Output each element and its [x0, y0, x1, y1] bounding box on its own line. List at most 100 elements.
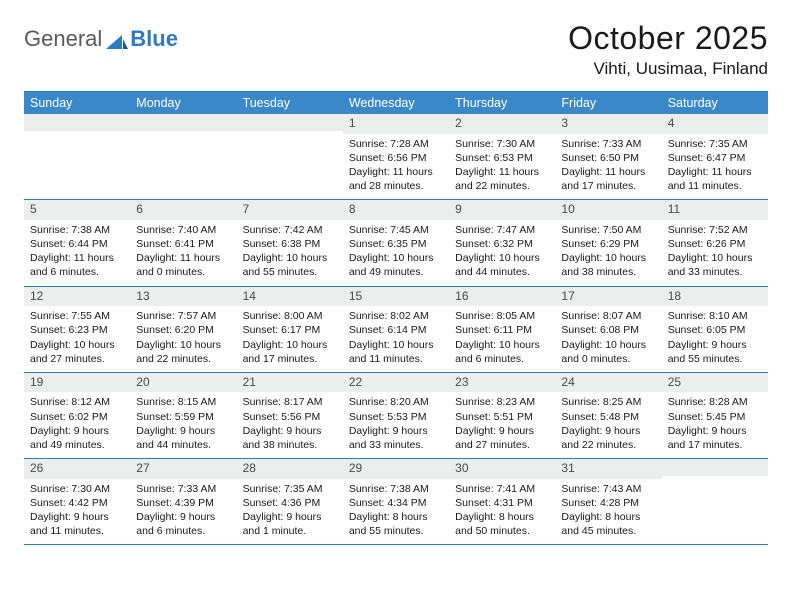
day-cell: 13Sunrise: 7:57 AMSunset: 6:20 PMDayligh…	[130, 287, 236, 372]
day-info: Sunrise: 7:33 AMSunset: 6:50 PMDaylight:…	[555, 134, 661, 200]
day-cell: 18Sunrise: 8:10 AMSunset: 6:05 PMDayligh…	[662, 287, 768, 372]
day-cell: 23Sunrise: 8:23 AMSunset: 5:51 PMDayligh…	[449, 373, 555, 458]
day-number: 30	[449, 459, 555, 479]
day-number: 9	[449, 200, 555, 220]
day-number: 28	[237, 459, 343, 479]
empty-cell	[130, 114, 236, 199]
day-cell: 24Sunrise: 8:25 AMSunset: 5:48 PMDayligh…	[555, 373, 661, 458]
header: General Blue October 2025 Vihti, Uusimaa…	[24, 20, 768, 79]
day-cell: 20Sunrise: 8:15 AMSunset: 5:59 PMDayligh…	[130, 373, 236, 458]
week-row: 1Sunrise: 7:28 AMSunset: 6:56 PMDaylight…	[24, 114, 768, 200]
day-number: 14	[237, 287, 343, 307]
day-cell: 3Sunrise: 7:33 AMSunset: 6:50 PMDaylight…	[555, 114, 661, 199]
day-number: 25	[662, 373, 768, 393]
day-number	[24, 114, 130, 131]
day-cell: 27Sunrise: 7:33 AMSunset: 4:39 PMDayligh…	[130, 459, 236, 544]
day-number: 12	[24, 287, 130, 307]
day-info: Sunrise: 7:52 AMSunset: 6:26 PMDaylight:…	[662, 220, 768, 286]
day-number: 26	[24, 459, 130, 479]
logo: General Blue	[24, 20, 178, 52]
day-info: Sunrise: 8:00 AMSunset: 6:17 PMDaylight:…	[237, 306, 343, 372]
day-number: 6	[130, 200, 236, 220]
day-number: 29	[343, 459, 449, 479]
day-cell: 19Sunrise: 8:12 AMSunset: 6:02 PMDayligh…	[24, 373, 130, 458]
day-number: 5	[24, 200, 130, 220]
day-info: Sunrise: 7:50 AMSunset: 6:29 PMDaylight:…	[555, 220, 661, 286]
day-number: 23	[449, 373, 555, 393]
day-info: Sunrise: 7:55 AMSunset: 6:23 PMDaylight:…	[24, 306, 130, 372]
day-number: 19	[24, 373, 130, 393]
day-number	[662, 459, 768, 476]
day-number: 17	[555, 287, 661, 307]
day-number: 3	[555, 114, 661, 134]
day-info: Sunrise: 8:05 AMSunset: 6:11 PMDaylight:…	[449, 306, 555, 372]
day-header-row: SundayMondayTuesdayWednesdayThursdayFrid…	[24, 92, 768, 114]
day-number	[130, 114, 236, 131]
day-number: 4	[662, 114, 768, 134]
day-info: Sunrise: 7:33 AMSunset: 4:39 PMDaylight:…	[130, 479, 236, 545]
day-number: 22	[343, 373, 449, 393]
day-number: 7	[237, 200, 343, 220]
day-cell: 1Sunrise: 7:28 AMSunset: 6:56 PMDaylight…	[343, 114, 449, 199]
day-cell: 28Sunrise: 7:35 AMSunset: 4:36 PMDayligh…	[237, 459, 343, 544]
day-info: Sunrise: 7:38 AMSunset: 6:44 PMDaylight:…	[24, 220, 130, 286]
day-info: Sunrise: 8:23 AMSunset: 5:51 PMDaylight:…	[449, 392, 555, 458]
logo-text-general: General	[24, 26, 102, 52]
day-cell: 6Sunrise: 7:40 AMSunset: 6:41 PMDaylight…	[130, 200, 236, 285]
day-header-saturday: Saturday	[662, 92, 768, 114]
day-cell: 10Sunrise: 7:50 AMSunset: 6:29 PMDayligh…	[555, 200, 661, 285]
day-number: 24	[555, 373, 661, 393]
day-cell: 12Sunrise: 7:55 AMSunset: 6:23 PMDayligh…	[24, 287, 130, 372]
day-number: 20	[130, 373, 236, 393]
empty-cell	[24, 114, 130, 199]
day-info: Sunrise: 8:12 AMSunset: 6:02 PMDaylight:…	[24, 392, 130, 458]
day-number: 31	[555, 459, 661, 479]
day-cell: 22Sunrise: 8:20 AMSunset: 5:53 PMDayligh…	[343, 373, 449, 458]
day-number: 11	[662, 200, 768, 220]
day-info: Sunrise: 8:15 AMSunset: 5:59 PMDaylight:…	[130, 392, 236, 458]
day-info: Sunrise: 8:17 AMSunset: 5:56 PMDaylight:…	[237, 392, 343, 458]
day-info: Sunrise: 7:38 AMSunset: 4:34 PMDaylight:…	[343, 479, 449, 545]
day-cell: 29Sunrise: 7:38 AMSunset: 4:34 PMDayligh…	[343, 459, 449, 544]
day-cell: 17Sunrise: 8:07 AMSunset: 6:08 PMDayligh…	[555, 287, 661, 372]
day-info: Sunrise: 7:45 AMSunset: 6:35 PMDaylight:…	[343, 220, 449, 286]
day-info: Sunrise: 7:30 AMSunset: 4:42 PMDaylight:…	[24, 479, 130, 545]
day-number: 27	[130, 459, 236, 479]
day-number: 16	[449, 287, 555, 307]
day-cell: 30Sunrise: 7:41 AMSunset: 4:31 PMDayligh…	[449, 459, 555, 544]
day-info: Sunrise: 7:28 AMSunset: 6:56 PMDaylight:…	[343, 134, 449, 200]
day-cell: 31Sunrise: 7:43 AMSunset: 4:28 PMDayligh…	[555, 459, 661, 544]
day-info: Sunrise: 7:41 AMSunset: 4:31 PMDaylight:…	[449, 479, 555, 545]
day-info: Sunrise: 7:47 AMSunset: 6:32 PMDaylight:…	[449, 220, 555, 286]
week-row: 19Sunrise: 8:12 AMSunset: 6:02 PMDayligh…	[24, 373, 768, 459]
empty-cell	[237, 114, 343, 199]
day-number: 18	[662, 287, 768, 307]
week-row: 5Sunrise: 7:38 AMSunset: 6:44 PMDaylight…	[24, 200, 768, 286]
day-number: 1	[343, 114, 449, 134]
day-cell: 11Sunrise: 7:52 AMSunset: 6:26 PMDayligh…	[662, 200, 768, 285]
day-info: Sunrise: 8:28 AMSunset: 5:45 PMDaylight:…	[662, 392, 768, 458]
day-header-tuesday: Tuesday	[237, 92, 343, 114]
day-header-monday: Monday	[130, 92, 236, 114]
day-cell: 8Sunrise: 7:45 AMSunset: 6:35 PMDaylight…	[343, 200, 449, 285]
day-cell: 21Sunrise: 8:17 AMSunset: 5:56 PMDayligh…	[237, 373, 343, 458]
location: Vihti, Uusimaa, Finland	[568, 59, 768, 79]
day-header-wednesday: Wednesday	[343, 92, 449, 114]
week-row: 12Sunrise: 7:55 AMSunset: 6:23 PMDayligh…	[24, 287, 768, 373]
day-info: Sunrise: 8:10 AMSunset: 6:05 PMDaylight:…	[662, 306, 768, 372]
day-info: Sunrise: 7:42 AMSunset: 6:38 PMDaylight:…	[237, 220, 343, 286]
day-cell: 7Sunrise: 7:42 AMSunset: 6:38 PMDaylight…	[237, 200, 343, 285]
title-block: October 2025 Vihti, Uusimaa, Finland	[568, 20, 768, 79]
day-info: Sunrise: 7:30 AMSunset: 6:53 PMDaylight:…	[449, 134, 555, 200]
month-title: October 2025	[568, 20, 768, 57]
day-cell: 16Sunrise: 8:05 AMSunset: 6:11 PMDayligh…	[449, 287, 555, 372]
day-info: Sunrise: 7:35 AMSunset: 6:47 PMDaylight:…	[662, 134, 768, 200]
day-number: 21	[237, 373, 343, 393]
day-number: 2	[449, 114, 555, 134]
day-number: 10	[555, 200, 661, 220]
day-cell: 25Sunrise: 8:28 AMSunset: 5:45 PMDayligh…	[662, 373, 768, 458]
day-header-friday: Friday	[555, 92, 661, 114]
day-cell: 9Sunrise: 7:47 AMSunset: 6:32 PMDaylight…	[449, 200, 555, 285]
day-info: Sunrise: 7:57 AMSunset: 6:20 PMDaylight:…	[130, 306, 236, 372]
sail-icon	[106, 31, 128, 47]
